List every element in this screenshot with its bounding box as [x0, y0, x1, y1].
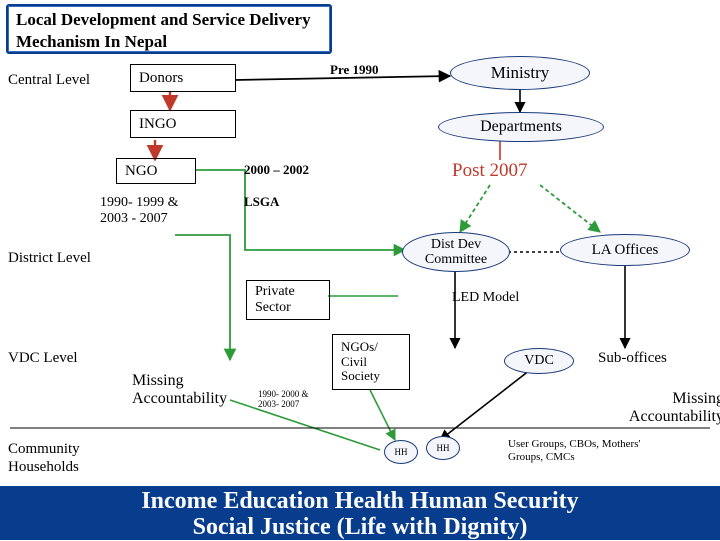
title-card: Local Development and Service Delivery M… [6, 4, 332, 54]
node-ngo: NGO [116, 158, 196, 184]
node-suboffices: Sub-offices [598, 350, 667, 367]
node-ministry: Ministry [450, 56, 590, 90]
node-post2007: Post 2007 [452, 160, 528, 182]
node-donors: Donors [130, 64, 236, 92]
node-missing1: Missing Accountability [132, 372, 262, 409]
level-central: Central Level [8, 72, 90, 89]
ngoscivil-label: NGOs/ Civil Society [341, 340, 401, 385]
node-privatesector: Private Sector [246, 280, 330, 320]
footer-line1: Income Education Health Human Security [0, 488, 720, 514]
node-vdc: VDC [504, 348, 574, 374]
edge-pre1990: Pre 1990 [330, 62, 379, 78]
footer-line2: Social Justice (Life with Dignity) [0, 514, 720, 540]
edge-2000-2002: 2000 – 2002 [244, 162, 309, 178]
node-usergroups: User Groups, CBOs, Mothers' Groups, CMCs [508, 438, 668, 464]
hh1-label: HH [395, 447, 408, 457]
node-distdev: Dist Dev Committee [402, 232, 510, 272]
edge-ledmodel: LED Model [452, 290, 519, 306]
privatesector-label: Private Sector [255, 284, 321, 316]
node-ingo: INGO [130, 110, 236, 138]
edge-period-mid: 1990- 2000 & 2003- 2007 [258, 390, 328, 410]
donors-label: Donors [139, 70, 183, 87]
hh2-label: HH [437, 443, 450, 453]
level-district: District Level [8, 250, 91, 267]
vdc-label: VDC [524, 353, 554, 369]
laoffices-label: LA Offices [592, 242, 659, 259]
level-community: Community Households [8, 440, 108, 476]
departments-label: Departments [480, 118, 562, 136]
node-ngoscivil: NGOs/ Civil Society [332, 334, 410, 390]
level-vdc: VDC Level [8, 350, 78, 367]
footer-band: Income Education Health Human Security S… [0, 486, 720, 540]
ingo-label: INGO [139, 116, 177, 133]
ministry-label: Ministry [491, 63, 550, 83]
ngo-label: NGO [125, 163, 158, 180]
edge-lsga: LSGA [244, 194, 279, 210]
node-departments: Departments [438, 112, 604, 142]
node-laoffices: LA Offices [560, 234, 690, 266]
node-period1: 1990- 1999 & 2003 - 2007 [100, 195, 210, 227]
node-hh1: HH [384, 440, 418, 464]
node-hh2: HH [426, 436, 460, 460]
node-missing2: Missing Accountability [594, 390, 720, 427]
distdev-label: Dist Dev Committee [403, 237, 509, 268]
title-text: Local Development and Service Delivery M… [16, 10, 311, 51]
